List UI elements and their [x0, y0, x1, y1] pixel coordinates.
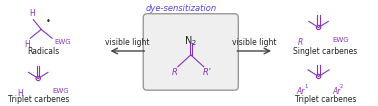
Text: H: H [25, 40, 30, 49]
Text: EWG: EWG [332, 37, 349, 43]
Text: H: H [29, 9, 35, 18]
Text: Triplet carbenes: Triplet carbenes [8, 95, 69, 104]
Text: R: R [172, 68, 178, 77]
Text: Radicals: Radicals [27, 47, 59, 56]
Text: Ar: Ar [332, 87, 341, 96]
Text: 1: 1 [305, 84, 308, 89]
Text: H: H [17, 89, 23, 98]
Text: Triplet carbenes: Triplet carbenes [295, 95, 356, 104]
Text: visible light: visible light [105, 38, 150, 47]
FancyBboxPatch shape [143, 14, 238, 90]
Text: EWG: EWG [52, 88, 69, 94]
Text: Singlet carbenes: Singlet carbenes [293, 47, 358, 56]
Text: EWG: EWG [54, 39, 71, 45]
Text: dye-sensitization: dye-sensitization [145, 4, 217, 13]
Text: 2: 2 [339, 84, 343, 89]
Text: visible light: visible light [232, 38, 276, 47]
Text: R: R [298, 38, 304, 47]
Text: N$_2$: N$_2$ [184, 34, 197, 48]
Text: Ar: Ar [296, 87, 305, 96]
Text: •: • [46, 17, 51, 26]
Text: R’: R’ [202, 68, 211, 77]
